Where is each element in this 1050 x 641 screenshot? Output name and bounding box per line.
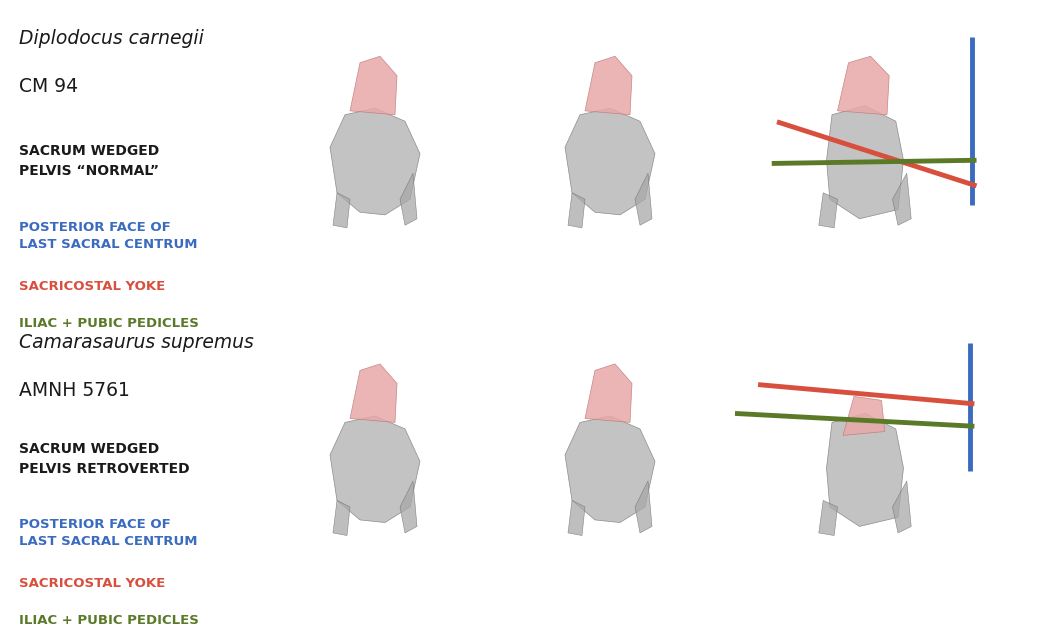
Polygon shape: [585, 364, 632, 422]
Text: POSTERIOR FACE OF
LAST SACRAL CENTRUM: POSTERIOR FACE OF LAST SACRAL CENTRUM: [19, 518, 197, 548]
Polygon shape: [568, 501, 585, 535]
Text: AMNH 5761: AMNH 5761: [19, 381, 130, 401]
Text: Diplodocus carnegii: Diplodocus carnegii: [19, 29, 204, 48]
Text: ILIAC + PUBIC PEDICLES: ILIAC + PUBIC PEDICLES: [19, 614, 198, 627]
Text: SACRUM WEDGED
PELVIS “NORMAL”: SACRUM WEDGED PELVIS “NORMAL”: [19, 144, 160, 178]
Polygon shape: [330, 416, 420, 522]
Polygon shape: [819, 501, 838, 535]
Polygon shape: [826, 413, 903, 526]
Polygon shape: [568, 193, 585, 228]
Polygon shape: [892, 481, 911, 533]
Text: Camarasaurus supremus: Camarasaurus supremus: [19, 333, 254, 353]
Text: ILIAC + PUBIC PEDICLES: ILIAC + PUBIC PEDICLES: [19, 317, 198, 330]
Polygon shape: [400, 173, 417, 225]
Polygon shape: [330, 108, 420, 215]
Polygon shape: [565, 416, 655, 522]
Polygon shape: [350, 56, 397, 115]
Polygon shape: [565, 108, 655, 215]
Polygon shape: [635, 481, 652, 533]
Polygon shape: [400, 481, 417, 533]
Polygon shape: [843, 396, 885, 435]
Polygon shape: [826, 106, 903, 219]
Text: SACRICOSTAL YOKE: SACRICOSTAL YOKE: [19, 280, 165, 293]
Polygon shape: [350, 364, 397, 422]
Polygon shape: [585, 56, 632, 115]
Polygon shape: [333, 501, 350, 535]
Text: POSTERIOR FACE OF
LAST SACRAL CENTRUM: POSTERIOR FACE OF LAST SACRAL CENTRUM: [19, 221, 197, 251]
Polygon shape: [838, 56, 889, 115]
Polygon shape: [892, 173, 911, 225]
Text: SACRICOSTAL YOKE: SACRICOSTAL YOKE: [19, 577, 165, 590]
Polygon shape: [333, 193, 350, 228]
Text: CM 94: CM 94: [19, 77, 78, 96]
Polygon shape: [819, 193, 838, 228]
Polygon shape: [635, 173, 652, 225]
Text: SACRUM WEDGED
PELVIS RETROVERTED: SACRUM WEDGED PELVIS RETROVERTED: [19, 442, 189, 476]
